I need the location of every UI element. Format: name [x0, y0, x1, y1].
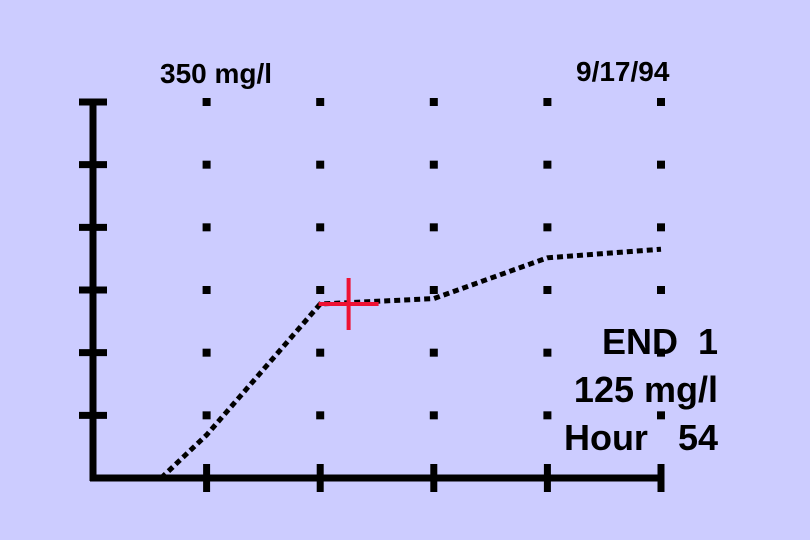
series-line-1: [159, 246, 662, 480]
grid-dot: [202, 348, 211, 357]
grid-dot: [657, 411, 665, 420]
date-label: 9/17/94: [576, 56, 670, 87]
grid-dot: [429, 411, 438, 420]
y-max-label: 350 mg/l: [160, 58, 273, 89]
cursor: [318, 277, 379, 330]
grid-dot: [657, 98, 665, 106]
readout-concentration: 125 mg/l: [573, 369, 718, 410]
grid-dot: [316, 223, 325, 232]
grid-dot: [202, 98, 211, 106]
grid-dot: [316, 348, 325, 357]
grid-dot: [429, 98, 438, 106]
grid-dot: [202, 286, 211, 294]
grid-dot: [429, 160, 438, 169]
grid-dot: [316, 160, 325, 169]
series: [159, 246, 662, 480]
readout-panel: END 1 125 mg/l Hour 54: [564, 318, 718, 462]
grid-dot: [543, 223, 552, 232]
grid-dot: [543, 286, 552, 294]
grid-dot: [543, 160, 552, 169]
grid-dot: [316, 411, 325, 420]
grid-dot: [657, 223, 665, 232]
grid-dot: [657, 286, 665, 294]
grid-dot: [543, 98, 552, 106]
grid-dot: [429, 348, 438, 357]
grid-dot: [429, 223, 438, 232]
readout-hour: Hour 54: [563, 417, 718, 458]
grid-dot: [202, 160, 211, 169]
grid-dot: [543, 411, 552, 420]
grid-dot: [429, 286, 438, 294]
readout-end: END 1: [601, 321, 718, 362]
grid-dot: [543, 348, 552, 357]
grid-dot: [316, 286, 325, 294]
grid-dot: [657, 160, 665, 169]
grid-dot: [202, 411, 211, 420]
grid-dot: [202, 223, 211, 232]
grid-dots: [202, 98, 665, 420]
grid-dot: [316, 98, 325, 106]
grid-dot: [657, 348, 665, 357]
axes: [79, 98, 665, 492]
